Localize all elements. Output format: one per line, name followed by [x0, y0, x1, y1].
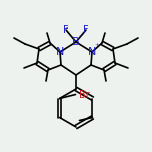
Text: N: N — [88, 47, 96, 57]
Text: ⁺: ⁺ — [95, 43, 99, 52]
Text: F: F — [83, 25, 89, 35]
Text: N: N — [56, 47, 64, 57]
Text: .: . — [65, 18, 69, 32]
Text: B: B — [72, 37, 80, 47]
Text: ⁻: ⁻ — [79, 33, 83, 41]
Text: F: F — [63, 25, 69, 35]
Text: Br: Br — [79, 90, 90, 100]
